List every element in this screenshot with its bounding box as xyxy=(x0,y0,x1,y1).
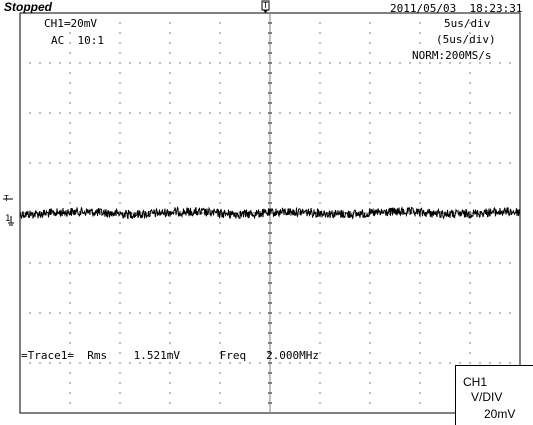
measurement-readout: =Trace1= Rms 1.521mV Freq 2.000MHz xyxy=(21,349,320,362)
ch-box-vdiv-value: 20mV xyxy=(484,407,516,421)
trigger-position-marker: T xyxy=(261,0,270,13)
acquisition-status: Stopped xyxy=(4,0,52,14)
channel-coupling: AC 10:1 xyxy=(51,34,104,47)
datetime-stamp: 2011/05/03 18:23:31 xyxy=(390,2,523,15)
ch-box-channel: CH1 xyxy=(463,375,488,389)
ch-box-vdiv-label: V/DIV xyxy=(471,390,503,404)
channel-scale: CH1=20mV xyxy=(44,17,97,30)
timebase-div-paren: (5us/div) xyxy=(436,33,496,46)
timebase-div: 5us/div xyxy=(444,17,491,30)
acquisition-mode: NORM:200MS/s xyxy=(412,49,492,62)
ch1-vdiv-box: CH1 V/DIV 20mV xyxy=(455,365,533,425)
ch1-waveform-trace xyxy=(19,206,521,220)
ch1-marker-label: 1 xyxy=(5,214,10,224)
trigger-level-marker: T xyxy=(3,194,13,203)
trigger-top-label: T xyxy=(263,1,268,10)
ch1-ground-marker: 1 xyxy=(5,214,14,226)
